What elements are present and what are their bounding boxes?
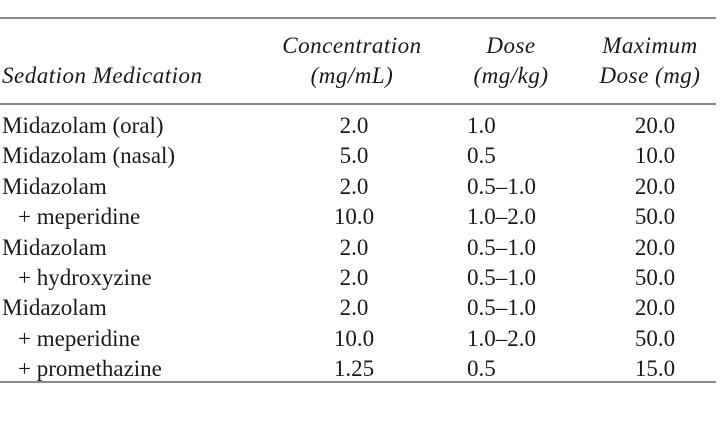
header-dose: Dose (mg/kg) bbox=[446, 31, 576, 91]
medication-cell: + meperidine bbox=[18, 325, 141, 351]
concentration-cell: 2.0 bbox=[339, 234, 369, 260]
medication-cell: + meperidine bbox=[18, 204, 141, 230]
header-dose-line-2: (mg/kg) bbox=[473, 63, 549, 88]
table-row: + hydroxyzine 2.0 0.5–1.0 50.0 bbox=[0, 263, 716, 293]
dose-cell: 0.5–1.0 bbox=[467, 234, 536, 260]
concentration-cell: 2.0 bbox=[339, 295, 369, 321]
header-dose-line-1: Dose bbox=[486, 33, 536, 58]
concentration-cell: 2.0 bbox=[339, 113, 369, 138]
header-max-dose-line-2: Dose (mg) bbox=[599, 63, 701, 88]
table-row: Midazolam 2.0 0.5–1.0 20.0 bbox=[0, 293, 716, 323]
max-dose-cell: 10.0 bbox=[634, 143, 676, 169]
concentration-cell: 5.0 bbox=[339, 143, 369, 169]
concentration-cell: 1.25 bbox=[333, 356, 375, 382]
table-row: + meperidine 10.0 1.0–2.0 50.0 bbox=[0, 202, 716, 232]
header-max-dose-line-1: Maximum bbox=[602, 33, 698, 58]
max-dose-cell: 50.0 bbox=[634, 204, 676, 230]
dose-cell: 1.0–2.0 bbox=[467, 325, 536, 351]
medication-cell: Midazolam bbox=[2, 295, 107, 321]
concentration-cell: 10.0 bbox=[333, 325, 375, 351]
table-top-rule bbox=[0, 17, 716, 19]
max-dose-cell: 20.0 bbox=[634, 113, 676, 138]
dose-cell: 0.5–1.0 bbox=[467, 173, 536, 199]
medication-cell: Midazolam bbox=[2, 234, 107, 260]
concentration-cell: 10.0 bbox=[333, 204, 375, 230]
table-row: + promethazine 1.25 0.5 15.0 bbox=[0, 354, 716, 384]
max-dose-cell: 20.0 bbox=[634, 295, 676, 321]
dose-cell: 0.5 bbox=[467, 143, 496, 169]
header-concentration-line-1: Concentration bbox=[282, 33, 422, 58]
concentration-cell: 2.0 bbox=[339, 173, 369, 199]
dose-cell: 0.5–1.0 bbox=[467, 264, 536, 290]
table-body: Midazolam (oral) 2.0 1.0 20.0 Midazolam … bbox=[0, 111, 716, 385]
table-row: Midazolam 2.0 0.5–1.0 20.0 bbox=[0, 233, 716, 263]
medication-cell: + hydroxyzine bbox=[18, 264, 152, 290]
header-concentration-line-2: (mg/mL) bbox=[310, 63, 394, 88]
table-row: + meperidine 10.0 1.0–2.0 50.0 bbox=[0, 324, 716, 354]
medication-cell: Midazolam (oral) bbox=[2, 113, 164, 138]
table-header-rule bbox=[0, 103, 716, 105]
dose-cell: 0.5–1.0 bbox=[467, 295, 536, 321]
table-bottom-rule bbox=[0, 381, 716, 383]
dose-cell: 0.5 bbox=[467, 356, 496, 382]
max-dose-cell: 15.0 bbox=[634, 356, 676, 382]
medication-cell: Midazolam (nasal) bbox=[2, 143, 176, 169]
header-maximum-dose: Maximum Dose (mg) bbox=[580, 31, 720, 91]
max-dose-cell: 50.0 bbox=[634, 325, 676, 351]
max-dose-cell: 20.0 bbox=[634, 173, 676, 199]
concentration-cell: 2.0 bbox=[339, 264, 369, 290]
medication-cell: Midazolam bbox=[2, 173, 107, 199]
dose-cell: 1.0 bbox=[467, 113, 496, 138]
max-dose-cell: 20.0 bbox=[634, 234, 676, 260]
medication-cell: + promethazine bbox=[18, 356, 162, 382]
dose-cell: 1.0–2.0 bbox=[467, 204, 536, 230]
header-concentration: Concentration (mg/mL) bbox=[262, 31, 442, 91]
table-row: Midazolam 2.0 0.5–1.0 20.0 bbox=[0, 172, 716, 202]
table-row: Midazolam (nasal) 5.0 0.5 10.0 bbox=[0, 141, 716, 171]
header-medication-line-1: Sedation Medication bbox=[2, 63, 203, 88]
max-dose-cell: 50.0 bbox=[634, 264, 676, 290]
header-sedation-medication: Sedation Medication bbox=[2, 61, 203, 91]
table-row: Midazolam (oral) 2.0 1.0 20.0 bbox=[0, 111, 716, 141]
